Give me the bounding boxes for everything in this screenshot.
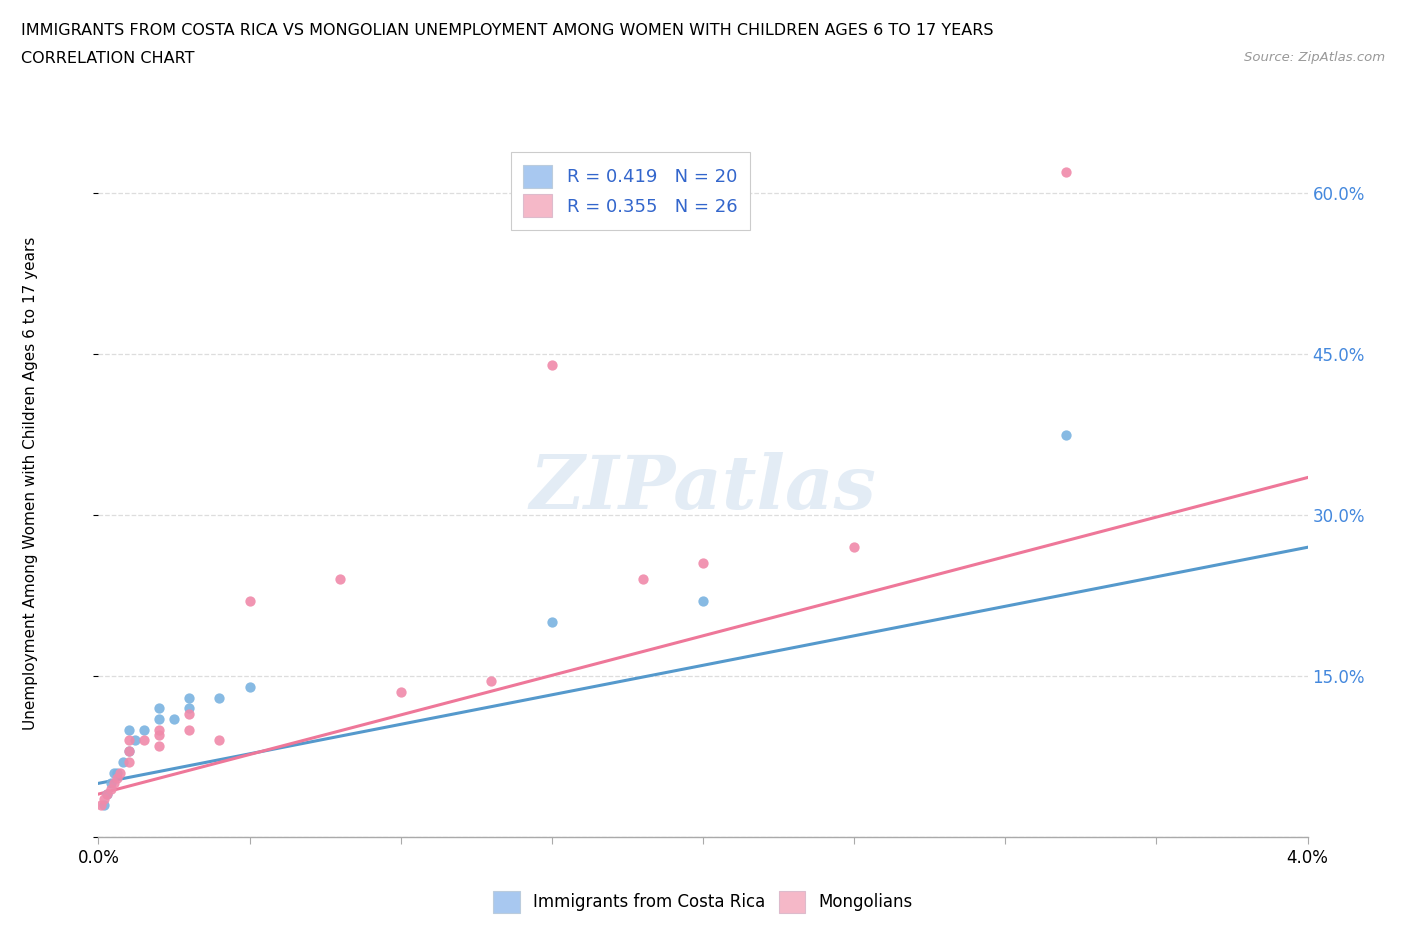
Point [541, 615, 564, 630]
Point [389, 684, 412, 699]
Point [100, 781, 122, 796]
Point [132, 723, 155, 737]
Point [124, 733, 146, 748]
Point [148, 727, 170, 742]
Point [239, 679, 262, 694]
Point [148, 711, 170, 726]
Point [118, 733, 141, 748]
Point [100, 776, 122, 790]
Point [93, 792, 115, 807]
Point [179, 706, 201, 721]
Point [179, 701, 201, 716]
Point [93, 797, 115, 812]
Point [844, 539, 866, 554]
Point [1054, 165, 1077, 179]
Point [163, 711, 186, 726]
Point [1054, 427, 1077, 442]
Text: ZIPatlas: ZIPatlas [530, 452, 876, 525]
Point [692, 593, 714, 608]
Point [132, 733, 155, 748]
Point [179, 723, 201, 737]
Point [105, 771, 128, 786]
Point [118, 754, 141, 769]
Point [208, 690, 231, 705]
Point [118, 744, 141, 759]
Point [631, 572, 654, 587]
Point [118, 723, 141, 737]
Point [103, 776, 125, 790]
Point [481, 674, 503, 689]
Point [148, 738, 170, 753]
Point [148, 723, 170, 737]
Point [329, 572, 352, 587]
Point [103, 765, 125, 780]
Text: CORRELATION CHART: CORRELATION CHART [21, 51, 194, 66]
Point [692, 556, 714, 571]
Point [179, 690, 201, 705]
Legend: Immigrants from Costa Rica, Mongolians: Immigrants from Costa Rica, Mongolians [486, 884, 920, 920]
Point [96, 787, 118, 802]
Point [239, 593, 262, 608]
Text: IMMIGRANTS FROM COSTA RICA VS MONGOLIAN UNEMPLOYMENT AMONG WOMEN WITH CHILDREN A: IMMIGRANTS FROM COSTA RICA VS MONGOLIAN … [21, 23, 994, 38]
Point [96, 787, 118, 802]
Point [118, 744, 141, 759]
Point [208, 733, 231, 748]
Point [105, 765, 128, 780]
Point [148, 701, 170, 716]
Text: Unemployment Among Women with Children Ages 6 to 17 years: Unemployment Among Women with Children A… [24, 237, 38, 730]
Text: Source: ZipAtlas.com: Source: ZipAtlas.com [1244, 51, 1385, 64]
Point [541, 357, 564, 372]
Point [111, 754, 134, 769]
Point [90, 797, 112, 812]
Point [108, 765, 131, 780]
